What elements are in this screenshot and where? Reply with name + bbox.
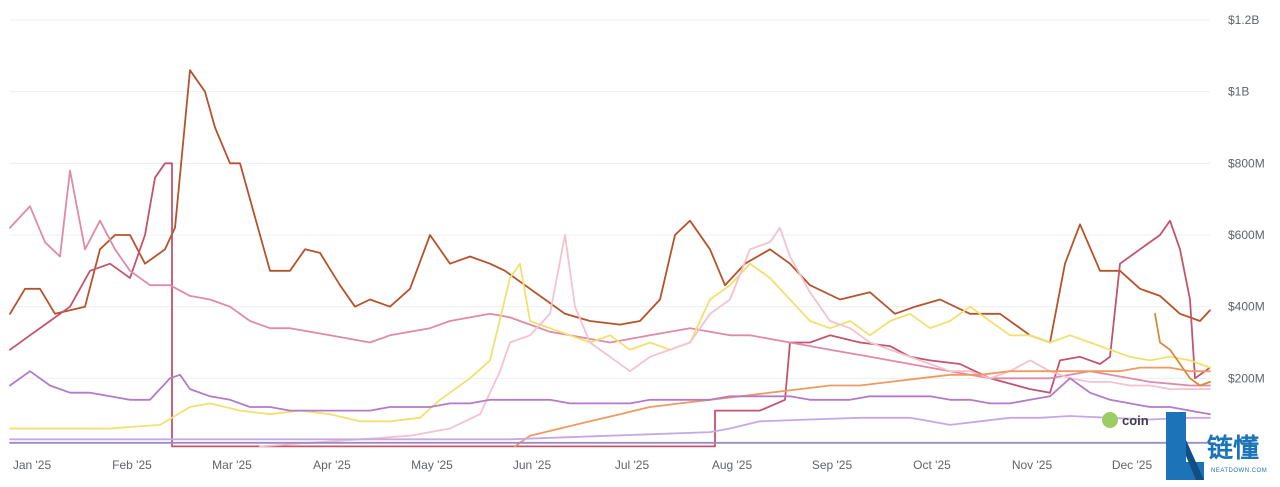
x-tick-label: May '25 — [411, 458, 453, 472]
watermark-logo-icon — [1102, 412, 1118, 428]
series-line-6 — [514, 366, 1211, 448]
y-tick-label: $1B — [1228, 85, 1249, 99]
x-tick-label: Mar '25 — [212, 458, 252, 472]
y-tick-label: $400M — [1228, 300, 1265, 314]
series-line-7 — [1154, 312, 1211, 387]
series-lines — [9, 69, 1211, 448]
neatdown-logo: 链懂 NEATDOWN.COM — [1166, 412, 1267, 480]
y-tick-label: $800M — [1228, 156, 1265, 170]
logo-chinese-text: 链懂 — [1207, 433, 1259, 463]
x-tick-label: Aug '25 — [712, 458, 753, 472]
x-tick-label: Feb '25 — [112, 458, 152, 472]
x-tick-label: Nov '25 — [1012, 458, 1053, 472]
x-tick-label: Apr '25 — [313, 458, 351, 472]
series-line-3 — [9, 169, 1211, 387]
logo-l-slash-icon — [1186, 440, 1204, 480]
watermark-text: coin — [1122, 413, 1149, 428]
x-tick-label: Jul '25 — [615, 458, 650, 472]
series-line-5 — [259, 226, 1211, 448]
x-tick-label: Jan '25 — [13, 458, 52, 472]
series-line-1 — [9, 69, 1211, 344]
coinglass-watermark: coin — [1102, 412, 1149, 428]
x-tick-label: Oct '25 — [913, 458, 951, 472]
logo-subtext: NEATDOWN.COM — [1211, 468, 1267, 474]
series-line-8 — [9, 370, 1211, 416]
y-axis: $200M $400M $600M $800M $1B $1.2B — [1228, 13, 1265, 385]
y-tick-label: $200M — [1228, 371, 1265, 385]
y-tick-label: $1.2B — [1228, 13, 1259, 27]
series-line-2 — [9, 162, 1211, 448]
y-tick-label: $600M — [1228, 228, 1265, 242]
x-axis: Jan '25 Feb '25 Mar '25 Apr '25 May '25 Jun '… — [13, 458, 1153, 472]
x-tick-label: Jun '25 — [513, 458, 552, 472]
x-tick-label: Sep '25 — [812, 458, 853, 472]
x-tick-label: Dec '25 — [1112, 458, 1153, 472]
series-line-9 — [9, 415, 1211, 441]
